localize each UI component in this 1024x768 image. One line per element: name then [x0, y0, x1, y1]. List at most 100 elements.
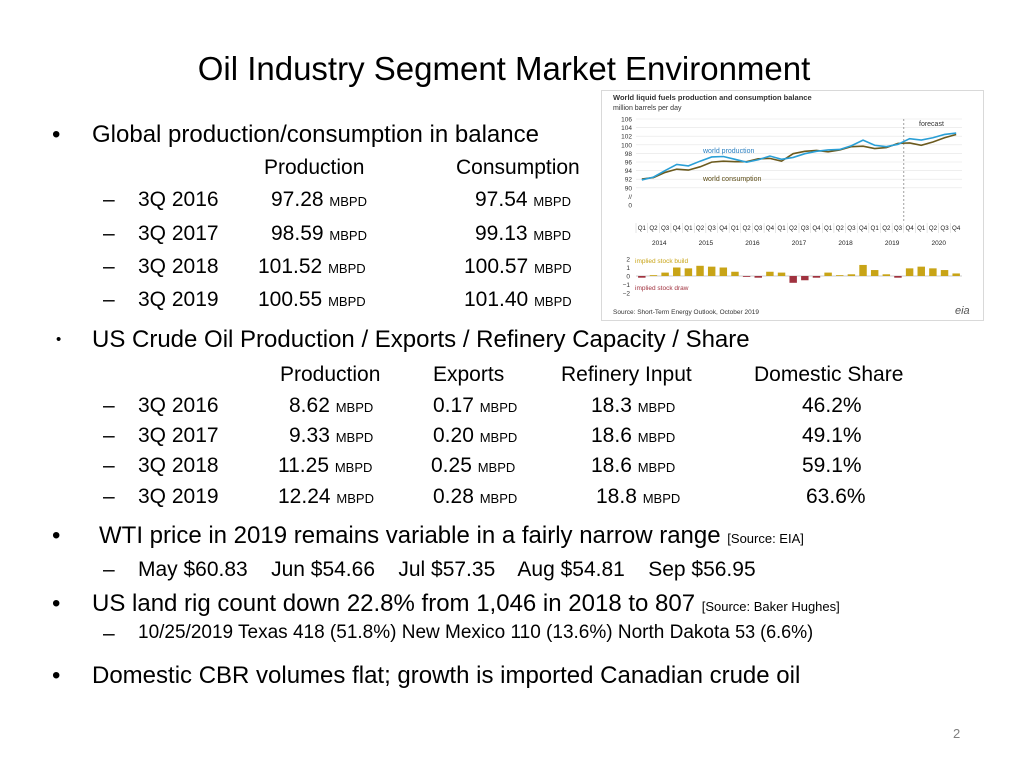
- bullet-dot: •: [52, 121, 61, 148]
- stock-change-bar: [754, 276, 762, 278]
- dash: –: [103, 622, 115, 645]
- stock-change-bar: [952, 273, 960, 276]
- dash: –: [103, 558, 115, 581]
- legend-production: world production: [702, 148, 754, 155]
- row-refinery: 18.6 MBPD: [591, 454, 676, 477]
- y-tick-label: 96: [625, 160, 633, 167]
- quarter-tick-label: Q2: [836, 225, 845, 232]
- row-quarter: 3Q 2016: [138, 188, 219, 211]
- lower-y-tick-label: 0: [626, 274, 630, 281]
- page-number: 2: [953, 726, 961, 741]
- quarter-tick-label: Q3: [754, 225, 763, 232]
- stock-build-label: implied stock build: [635, 258, 688, 265]
- quarter-tick-label: Q3: [661, 225, 670, 232]
- bullet-wti: WTI price in 2019 remains variable in a …: [99, 522, 804, 549]
- dash: –: [103, 188, 115, 211]
- chart-gridlines: [636, 118, 962, 189]
- row-production: 11.25 MBPD: [278, 454, 373, 477]
- quarter-tick-label: Q2: [789, 225, 798, 232]
- year-label: 2016: [745, 240, 760, 247]
- y-tick-label: 94: [625, 168, 633, 175]
- row-production: 12.24 MBPD: [278, 485, 374, 508]
- year-label: 2017: [792, 240, 807, 247]
- bullet-us-crude: US Crude Oil Production / Exports / Refi…: [92, 326, 750, 353]
- legend-consumption: world consumption: [702, 176, 761, 183]
- row-consumption: 97.54 MBPD: [475, 188, 571, 211]
- rig-count-detail: 10/25/2019 Texas 418 (51.8%) New Mexico …: [138, 622, 814, 643]
- stock-change-bar: [859, 264, 867, 276]
- year-label: 2019: [885, 240, 900, 247]
- y-tick-label: 102: [621, 134, 632, 141]
- year-label: 2020: [931, 240, 946, 247]
- row-share: 59.1%: [802, 454, 862, 477]
- col-consumption: Consumption: [456, 156, 580, 179]
- row-production: 97.28 MBPD: [271, 188, 367, 211]
- stock-change-bar: [801, 276, 809, 281]
- stock-change-bar: [731, 271, 739, 276]
- stock-change-bar: [649, 275, 658, 276]
- stock-change-bar: [824, 272, 832, 276]
- y-tick-label: 90: [625, 185, 633, 192]
- chart-lower-y-ticks: 21 0−1 −2: [623, 257, 631, 298]
- row-exports: 0.25 MBPD: [431, 454, 516, 477]
- stock-change-bar: [940, 270, 949, 276]
- quarter-tick-label: Q4: [812, 225, 821, 232]
- col-domestic-share: Domestic Share: [754, 363, 904, 386]
- y-tick-label: 92: [625, 177, 633, 184]
- stock-change-bar: [836, 275, 844, 276]
- stock-change-bar: [870, 270, 879, 276]
- row-production: 101.52 MBPD: [258, 255, 366, 278]
- stock-change-bar: [638, 276, 646, 278]
- quarter-tick-label: Q1: [638, 225, 647, 232]
- chart-year-labels: 2014 2015 2016 2017 2018 2019 2020: [652, 240, 946, 247]
- row-quarter: 3Q 2016: [138, 394, 219, 417]
- row-refinery: 18.8 MBPD: [596, 485, 681, 508]
- dash: –: [103, 485, 115, 508]
- row-share: 63.6%: [806, 485, 866, 508]
- chart-unit: million barrels per day: [613, 105, 682, 112]
- row-exports: 0.28 MBPD: [433, 485, 518, 508]
- quarter-tick-label: Q4: [673, 225, 682, 232]
- stock-change-bar: [696, 265, 704, 276]
- y-tick-label: 106: [621, 117, 632, 124]
- stock-change-bars: [638, 264, 960, 283]
- stock-change-bar: [766, 271, 774, 276]
- row-quarter: 3Q 2017: [138, 222, 219, 245]
- quarter-tick-label: Q1: [684, 225, 693, 232]
- row-production: 98.59 MBPD: [271, 222, 367, 245]
- y-tick-label: 100: [621, 142, 632, 149]
- row-share: 46.2%: [802, 394, 862, 417]
- quarter-tick-label: Q4: [766, 225, 775, 232]
- row-exports: 0.20 MBPD: [433, 424, 518, 447]
- row-quarter: 3Q 2017: [138, 424, 219, 447]
- wti-monthly-prices: May $60.83 Jun $54.66 Jul $57.35 Aug $54…: [138, 558, 756, 581]
- quarter-tick-label: Q4: [952, 225, 961, 232]
- row-consumption: 100.57 MBPD: [464, 255, 572, 278]
- row-quarter: 3Q 2018: [138, 454, 219, 477]
- year-label: 2015: [699, 240, 714, 247]
- eia-logo: eia: [955, 305, 970, 317]
- row-production: 9.33 MBPD: [289, 424, 374, 447]
- row-refinery: 18.3 MBPD: [591, 394, 676, 417]
- row-consumption: 99.13 MBPD: [475, 222, 571, 245]
- chart-quarter-ticks: Q1 Q2 Q3 Q4 Q1 Q2 Q3 Q4 Q1 Q2 Q3 Q4 Q1 Q2 Q3 Q4 Q1 Q2 Q3 Q4…: [635, 223, 961, 233]
- row-refinery: 18.6 MBPD: [591, 424, 676, 447]
- col-production: Production: [264, 156, 365, 179]
- quarter-tick-label: Q3: [940, 225, 949, 232]
- dash: –: [103, 222, 115, 245]
- col-exports: Exports: [433, 363, 505, 386]
- lower-y-tick-label: −2: [623, 291, 631, 298]
- row-exports: 0.17 MBPD: [433, 394, 518, 417]
- col-production: Production: [280, 363, 381, 386]
- chart-source: Source: Short-Term Energy Outlook, Octob…: [613, 309, 759, 316]
- row-production: 100.55 MBPD: [258, 288, 366, 311]
- stock-change-bar: [847, 274, 856, 276]
- quarter-tick-label: Q2: [742, 225, 751, 232]
- bullet-dot: •: [52, 590, 61, 617]
- quarter-tick-label: Q1: [731, 225, 740, 232]
- dash: –: [103, 424, 115, 447]
- stock-change-bar: [789, 276, 797, 283]
- lower-y-tick-label: −1: [623, 282, 631, 289]
- series-consumption-line: [641, 133, 957, 180]
